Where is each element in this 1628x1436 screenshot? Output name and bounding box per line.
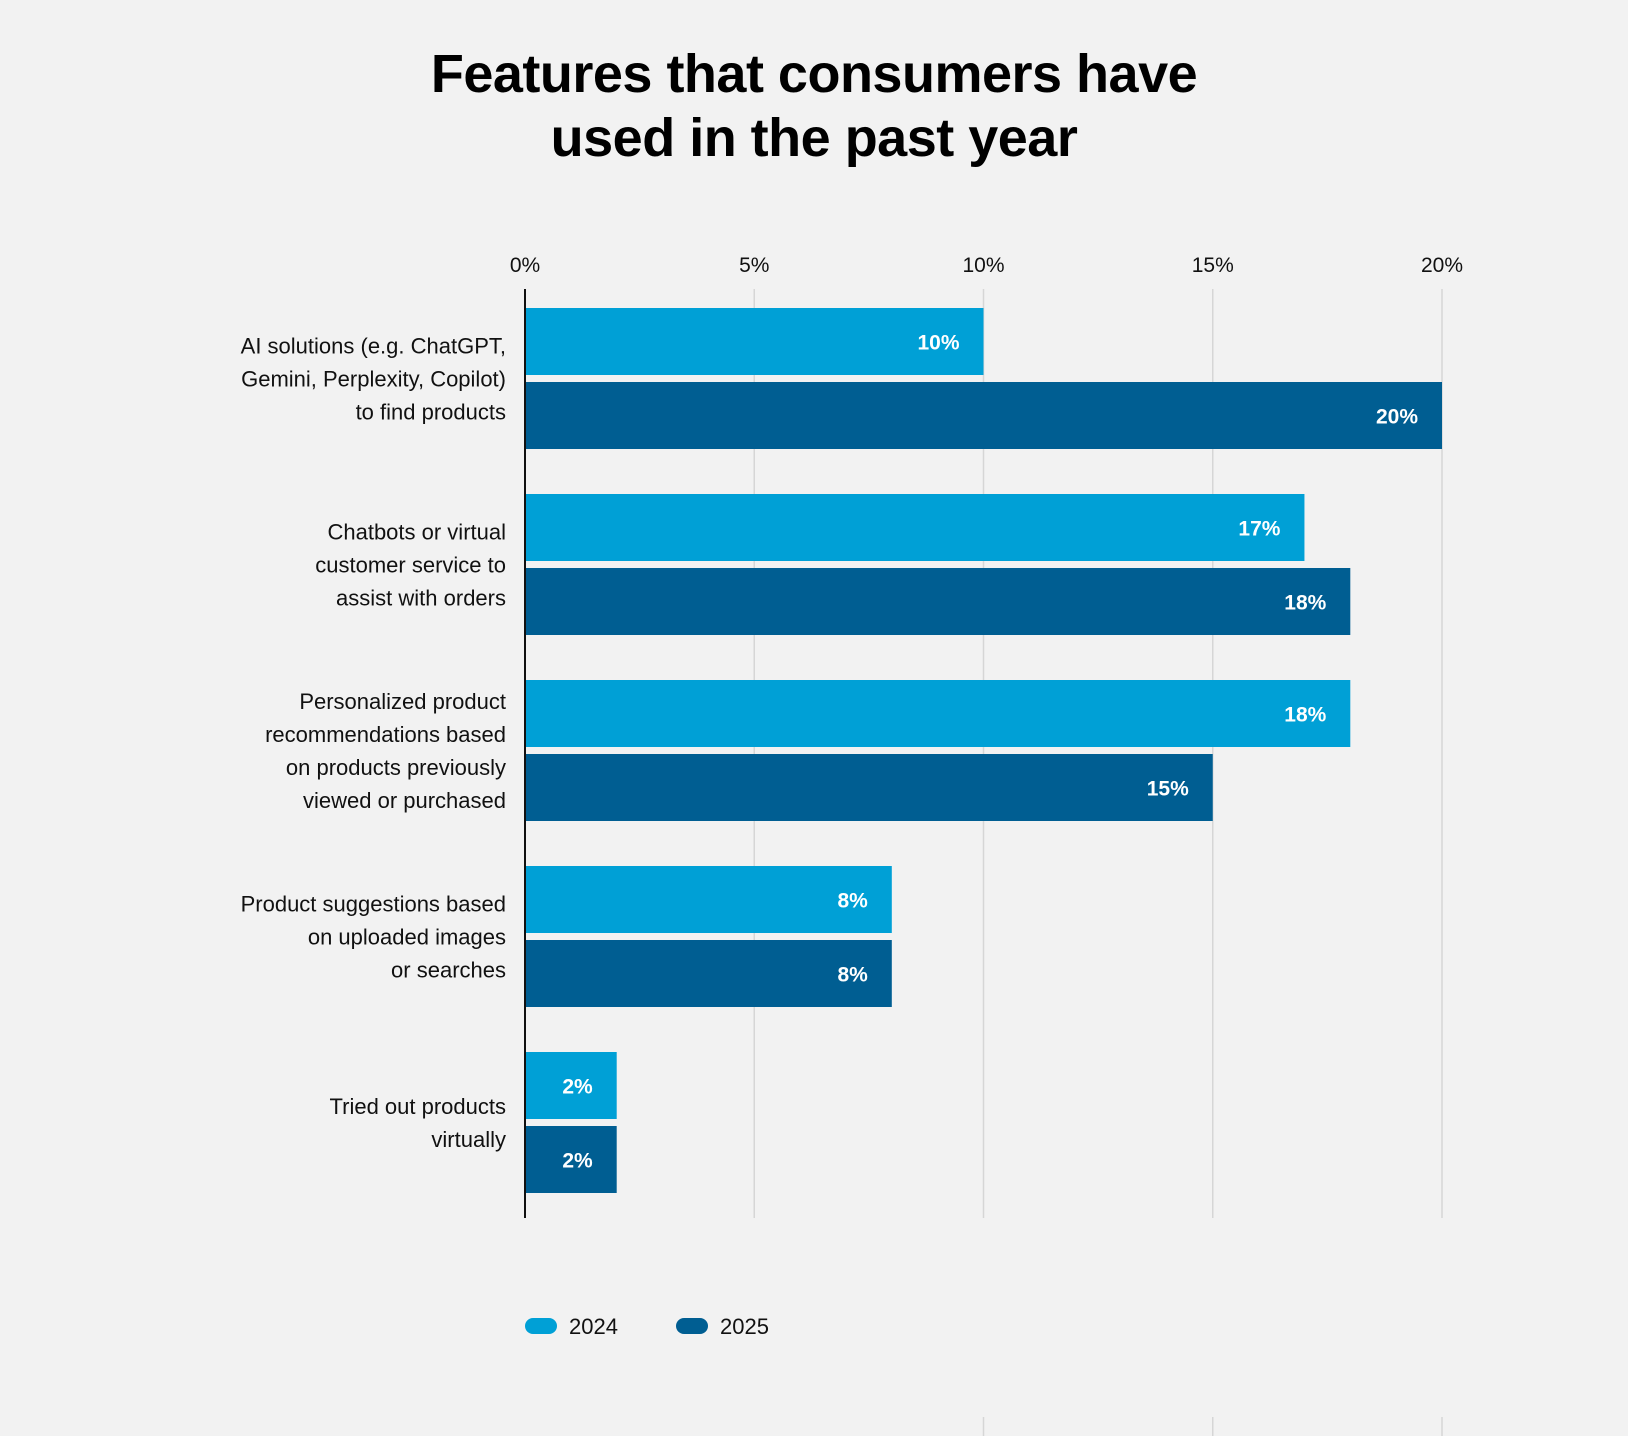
category-label: customer service to [315, 553, 506, 578]
x-tick-label: 15% [1192, 254, 1234, 277]
category-label: assist with orders [336, 586, 506, 611]
bar-2025 [525, 1126, 617, 1193]
category-label: Gemini, Perplexity, Copilot) [241, 367, 506, 392]
data-label: 18% [1284, 704, 1326, 727]
bar-2024 [525, 680, 1351, 747]
chart-title: Features that consumers have used in the… [0, 42, 1628, 170]
bar-2025 [525, 940, 892, 1007]
chart-title-line: used in the past year [550, 108, 1078, 168]
legend-label: 2024 [569, 1314, 618, 1339]
legend-swatch-2025 [676, 1318, 708, 1334]
category-label: virtually [431, 1127, 506, 1152]
data-label: 8% [837, 890, 868, 913]
bar-2024 [525, 494, 1305, 561]
bar-2024 [525, 866, 892, 933]
category-label: Chatbots or virtual [327, 520, 506, 545]
legend-swatch-2024 [525, 1318, 557, 1334]
data-label: 2% [562, 1150, 593, 1173]
category-label: to find products [356, 400, 506, 425]
x-tick-label: 5% [739, 254, 769, 277]
bar-2025 [525, 754, 1213, 821]
category-label: on uploaded images [308, 925, 506, 950]
data-label: 20% [1376, 406, 1418, 429]
category-label: on products previously [286, 755, 506, 780]
x-tick-label: 10% [962, 254, 1004, 277]
data-label: 10% [917, 332, 959, 355]
legend-label: 2025 [720, 1314, 769, 1339]
category-label: recommendations based [265, 722, 506, 747]
bar-2025 [525, 568, 1351, 635]
data-label: 18% [1284, 592, 1326, 615]
category-label: AI solutions (e.g. ChatGPT, [241, 334, 506, 359]
category-label: or searches [391, 958, 506, 983]
data-label: 15% [1147, 778, 1189, 801]
category-label: Product suggestions based [241, 892, 506, 917]
bar-2024 [525, 308, 984, 375]
data-label: 8% [837, 964, 868, 987]
x-tick-label: 20% [1421, 254, 1463, 277]
category-label: viewed or purchased [303, 788, 506, 813]
bar-2024 [525, 1052, 617, 1119]
chart-title-line: Features that consumers have [430, 44, 1198, 104]
data-label: 2% [562, 1076, 593, 1099]
bar-2025 [525, 382, 1442, 449]
x-tick-label: 0% [510, 254, 540, 277]
category-label: Personalized product [299, 689, 506, 714]
category-label: Tried out products [330, 1094, 507, 1119]
data-label: 17% [1238, 518, 1280, 541]
